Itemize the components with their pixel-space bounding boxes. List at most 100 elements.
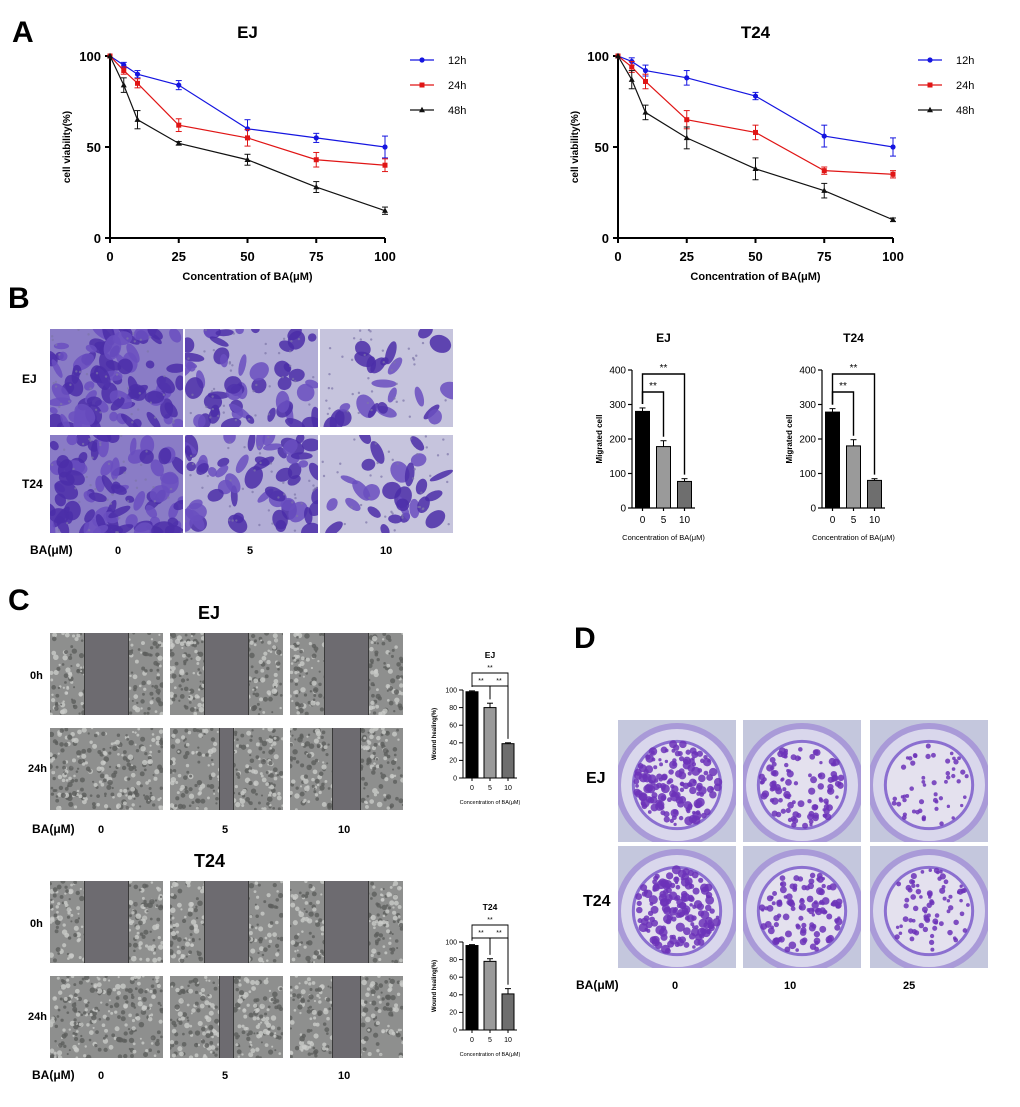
membrane-pore <box>315 486 318 490</box>
cell-texture <box>116 1036 123 1043</box>
cell-texture <box>311 935 315 939</box>
wound-t24-conc-label: BA(μM) <box>32 1068 75 1082</box>
cell-texture <box>386 795 390 799</box>
cell-texture <box>329 1000 333 1004</box>
cell-texture <box>375 693 381 699</box>
cell-texture <box>170 665 172 669</box>
colony-dot <box>638 792 648 802</box>
membrane-pore <box>99 441 102 444</box>
cell-texture <box>272 741 277 746</box>
colony-dot <box>712 918 721 927</box>
stained-cell <box>370 441 385 464</box>
cell-texture <box>386 699 390 702</box>
cell-texture <box>90 728 94 730</box>
cell-texture <box>199 680 202 683</box>
colony-dot <box>706 928 712 935</box>
cell-texture <box>184 750 190 756</box>
colony-dot <box>837 774 845 782</box>
cell-texture <box>151 685 154 688</box>
cell-texture <box>318 670 321 673</box>
membrane-pore <box>374 442 377 445</box>
cell-texture <box>378 983 384 988</box>
colony-dot <box>682 761 691 770</box>
cell-texture <box>54 789 58 792</box>
cell-texture <box>367 731 370 734</box>
cell-texture <box>174 661 179 666</box>
significance-label: ** <box>478 678 484 685</box>
membrane-pore <box>393 397 396 400</box>
cell-texture <box>64 649 69 655</box>
stained-cell <box>145 505 158 519</box>
cell-texture <box>196 779 203 786</box>
cell-texture <box>209 1032 214 1036</box>
wound-t24-row-0h: 0h <box>30 918 43 930</box>
cell-texture <box>114 1010 118 1014</box>
stained-cell <box>410 436 425 451</box>
colony-dot <box>659 890 667 898</box>
membrane-pore <box>231 519 234 522</box>
cell-texture <box>61 663 65 666</box>
cell-texture <box>212 741 218 747</box>
data-point-24h <box>313 157 319 163</box>
y-tick-label: 400 <box>799 365 816 376</box>
cell-texture <box>71 791 77 797</box>
cell-texture <box>53 654 59 661</box>
membrane-pore <box>59 402 63 406</box>
colony-dot <box>798 903 806 911</box>
cell-texture <box>95 1009 98 1013</box>
cell-texture <box>185 881 191 885</box>
cell-texture <box>254 807 257 810</box>
cell-texture <box>170 893 174 897</box>
cell-texture <box>233 976 239 979</box>
colony-dot <box>921 775 926 780</box>
cell-texture <box>320 893 323 896</box>
cell-texture <box>188 980 192 984</box>
cell-texture <box>314 912 320 918</box>
cell-texture <box>376 657 380 662</box>
membrane-pore <box>95 372 99 375</box>
membrane-pore <box>89 439 92 443</box>
cell-texture <box>249 1040 252 1044</box>
colony-dot <box>821 883 826 889</box>
cell-texture <box>248 769 252 773</box>
cell-texture <box>371 921 377 927</box>
cell-texture <box>141 680 147 686</box>
membrane-pore <box>51 338 54 342</box>
cell-texture <box>270 997 275 1002</box>
cell-texture <box>150 795 156 801</box>
cell-texture <box>125 794 128 797</box>
membrane-pore <box>139 463 143 467</box>
cell-texture <box>146 711 150 715</box>
cell-texture <box>395 1032 401 1038</box>
membrane-pore <box>232 332 236 335</box>
cell-texture <box>70 680 74 684</box>
cell-texture <box>176 902 182 908</box>
cell-texture <box>307 960 311 963</box>
cell-texture <box>370 661 374 665</box>
cell-texture <box>297 932 300 936</box>
cell-texture <box>290 794 292 798</box>
transwell-image-t24-5 <box>185 435 318 533</box>
cell-texture <box>180 908 183 911</box>
cell-texture <box>194 649 198 654</box>
membrane-pore <box>411 477 415 480</box>
cell-texture <box>312 907 317 912</box>
cell-texture <box>262 996 268 1001</box>
stained-cell <box>105 360 122 371</box>
cell-texture <box>50 731 55 738</box>
cell-texture <box>158 633 161 636</box>
membrane-pore <box>131 421 134 424</box>
stained-cell <box>65 511 74 524</box>
cell-texture <box>270 1015 277 1021</box>
cell-texture <box>186 770 190 774</box>
cell-texture <box>306 753 312 759</box>
cell-texture <box>257 951 260 955</box>
cell-texture <box>363 736 367 740</box>
colony-dot <box>780 778 784 782</box>
colony-dot <box>640 884 648 892</box>
membrane-pore <box>393 361 396 364</box>
cell-texture <box>370 670 375 675</box>
cell-texture <box>50 670 54 676</box>
bar-10 <box>677 480 692 509</box>
